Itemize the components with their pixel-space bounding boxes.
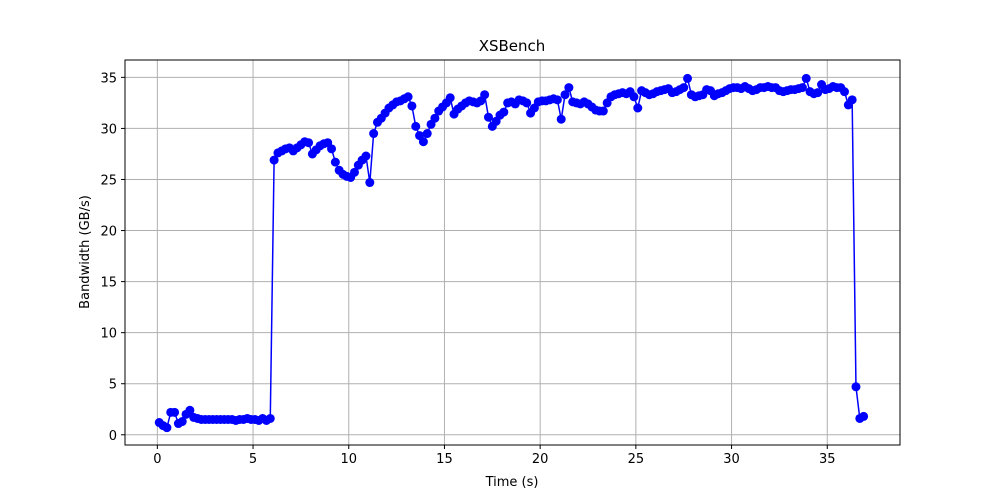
- y-tick-label: 0: [109, 429, 117, 444]
- data-point: [407, 101, 417, 111]
- y-tick-label: 5: [109, 378, 117, 393]
- chart-title: XSBench: [479, 37, 546, 55]
- data-point: [556, 114, 566, 124]
- data-point: [177, 417, 187, 427]
- data-point: [330, 157, 340, 167]
- data-point: [185, 405, 195, 415]
- data-point: [361, 151, 371, 161]
- data-point: [162, 423, 172, 433]
- x-tick-label: 35: [819, 452, 836, 467]
- x-tick-label: 20: [532, 452, 549, 467]
- data-point: [480, 90, 490, 100]
- data-point: [269, 155, 279, 165]
- x-tick-label: 0: [153, 452, 161, 467]
- data-point: [403, 92, 413, 102]
- data-point: [365, 178, 375, 188]
- data-point: [304, 138, 314, 148]
- data-point: [349, 167, 359, 177]
- data-point: [633, 103, 643, 113]
- data-point: [430, 113, 440, 123]
- data-point: [797, 83, 807, 93]
- data-point: [411, 121, 421, 131]
- data-point: [552, 95, 562, 105]
- data-point: [560, 90, 570, 100]
- data-point: [629, 92, 639, 102]
- y-tick-label: 35: [100, 71, 117, 86]
- plot-frame: [124, 59, 901, 446]
- data-point: [851, 382, 861, 392]
- x-axis-label: Time (s): [485, 475, 539, 490]
- data-point: [564, 83, 574, 93]
- data-point: [445, 93, 455, 103]
- data-point: [422, 129, 432, 139]
- x-tick-label: 15: [436, 452, 453, 467]
- data-point: [418, 137, 428, 147]
- data-point: [847, 95, 857, 105]
- data-line: [158, 75, 864, 429]
- data-point: [859, 411, 869, 421]
- y-tick-label: 10: [100, 327, 117, 342]
- data-point: [598, 106, 608, 116]
- data-point: [265, 413, 275, 423]
- data-point: [801, 73, 811, 83]
- y-axis-label: Bandwidth (GB/s): [78, 195, 93, 309]
- x-tick-label: 30: [723, 452, 740, 467]
- data-point: [679, 83, 689, 93]
- y-tick-label: 25: [100, 173, 117, 188]
- y-tick-label: 30: [100, 122, 117, 137]
- y-tick-label: 15: [100, 276, 117, 291]
- data-point: [369, 129, 379, 139]
- data-point: [683, 73, 693, 83]
- data-point: [327, 144, 337, 154]
- x-tick-label: 10: [340, 452, 357, 467]
- data-point: [839, 87, 849, 97]
- y-tick-label: 20: [100, 225, 117, 240]
- data-point: [522, 98, 532, 108]
- data-point: [170, 407, 180, 417]
- data-point: [499, 107, 509, 117]
- x-tick-label: 25: [628, 452, 645, 467]
- data-point: [483, 112, 493, 122]
- data-point: [813, 88, 823, 98]
- x-tick-label: 5: [249, 452, 257, 467]
